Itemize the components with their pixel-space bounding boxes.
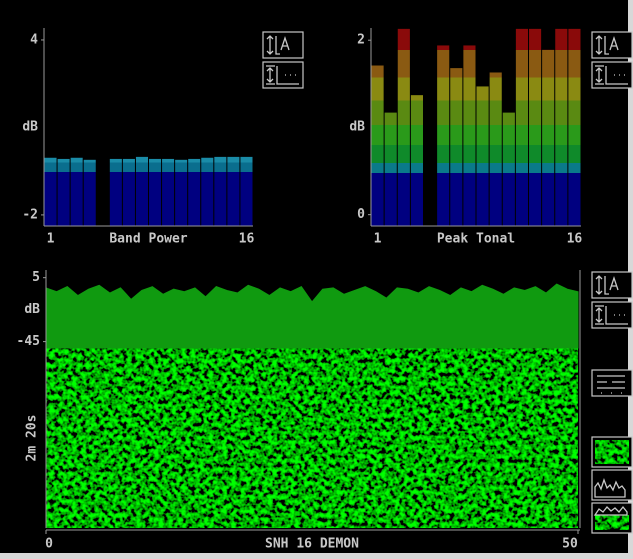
bar bbox=[529, 28, 542, 226]
range-button[interactable] bbox=[591, 61, 633, 89]
bar bbox=[515, 28, 528, 226]
bar bbox=[162, 158, 175, 226]
y-tick-label: 2 bbox=[357, 33, 365, 48]
range-button[interactable] bbox=[262, 61, 304, 89]
bar bbox=[175, 159, 188, 226]
x-axis-label: Band Power bbox=[109, 232, 187, 247]
x-tick-label: 16 bbox=[239, 232, 255, 247]
bar bbox=[397, 28, 410, 226]
time-label: 2m 20s bbox=[25, 415, 40, 462]
bar bbox=[240, 156, 253, 226]
bar bbox=[188, 158, 201, 226]
waterfall bbox=[46, 348, 578, 528]
y-tick-label: -45 bbox=[17, 334, 40, 349]
y-tick-label: 4 bbox=[30, 32, 38, 47]
bar bbox=[109, 158, 122, 226]
bar bbox=[70, 157, 83, 226]
bar bbox=[135, 156, 148, 226]
autoscale-button[interactable] bbox=[591, 271, 633, 299]
bar bbox=[450, 68, 463, 226]
x-tick-label: 1 bbox=[374, 232, 382, 247]
y-tick-label: 5 bbox=[32, 270, 40, 285]
waterfall-view-button[interactable] bbox=[591, 436, 633, 468]
bar bbox=[437, 45, 450, 227]
bar bbox=[149, 158, 162, 226]
y-axis-label: dB bbox=[24, 302, 40, 317]
menu-button[interactable] bbox=[591, 369, 633, 397]
bar bbox=[201, 157, 214, 226]
bar bbox=[489, 72, 502, 226]
bar bbox=[568, 28, 581, 226]
bar bbox=[214, 156, 227, 226]
autoscale-button[interactable] bbox=[262, 31, 304, 59]
bar bbox=[371, 65, 384, 226]
y-axis-label: dB bbox=[22, 120, 38, 135]
bar bbox=[57, 158, 70, 226]
bar bbox=[463, 45, 476, 227]
bar bbox=[384, 112, 397, 226]
spectrum-area bbox=[45, 283, 579, 349]
x-axis-label: Peak Tonal bbox=[437, 232, 515, 247]
y-axis-label: dB bbox=[349, 120, 365, 135]
bar bbox=[122, 158, 135, 226]
y-tick-label: -2 bbox=[22, 207, 38, 222]
bar bbox=[542, 49, 555, 226]
autoscale-button[interactable] bbox=[591, 31, 633, 59]
x-axis-label: SNH 16 DEMON bbox=[265, 537, 359, 552]
bar bbox=[227, 156, 240, 226]
bar bbox=[44, 157, 57, 226]
bar bbox=[555, 28, 568, 226]
spectrum-view-button[interactable] bbox=[591, 469, 633, 501]
bar bbox=[83, 159, 96, 226]
bar bbox=[502, 112, 515, 226]
bar bbox=[476, 86, 489, 227]
combined-view-button[interactable] bbox=[591, 502, 633, 534]
x-tick-label: 0 bbox=[45, 537, 53, 552]
x-tick-label: 1 bbox=[47, 232, 55, 247]
y-tick-label: 0 bbox=[357, 207, 365, 222]
range-button[interactable] bbox=[591, 301, 633, 329]
x-tick-label: 16 bbox=[567, 232, 583, 247]
x-tick-label: 50 bbox=[562, 537, 578, 552]
bar bbox=[410, 95, 423, 226]
